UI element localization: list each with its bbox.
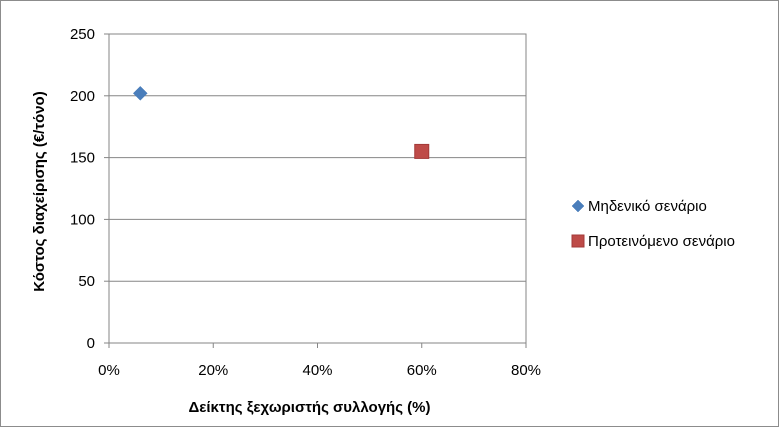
x-tick-label: 0% xyxy=(98,362,120,379)
y-tick-label: 150 xyxy=(70,150,95,167)
x-tick-label: 80% xyxy=(511,362,541,379)
y-tick-label: 0 xyxy=(87,335,95,352)
data-points xyxy=(132,85,430,159)
x-axis-ticks: 0% 20% 40% 60% 80% xyxy=(98,343,541,379)
legend-label: Προτεινόμενο σενάριο xyxy=(588,233,735,250)
y-axis-title: Κόστος διαχείρισης (€/τόνο) xyxy=(31,91,48,291)
x-axis-title: Δείκτης ξεχωριστής συλλογής (%) xyxy=(188,399,430,416)
legend-item: Προτεινόμενο σενάριο xyxy=(571,233,735,250)
diamond-marker-icon xyxy=(571,199,585,213)
y-tick-label: 200 xyxy=(70,88,95,105)
x-tick-label: 40% xyxy=(302,362,332,379)
legend-label: Μηδενικό σενάριο xyxy=(588,198,707,215)
gridlines xyxy=(109,33,526,344)
square-marker-icon xyxy=(571,234,585,248)
y-tick-label: 50 xyxy=(78,273,95,290)
data-point xyxy=(414,143,430,159)
y-axis-ticks: 0 50 100 150 200 250 xyxy=(70,26,109,352)
y-tick-label: 100 xyxy=(70,211,95,228)
plot-area xyxy=(108,33,527,344)
legend-item: Μηδενικό σενάριο xyxy=(571,198,707,215)
y-tick-label: 250 xyxy=(70,26,95,43)
legend: Μηδενικό σενάριο Προτεινόμενο σενάριο xyxy=(571,198,735,250)
data-point xyxy=(132,85,148,101)
x-tick-label: 20% xyxy=(198,362,228,379)
x-tick-label: 60% xyxy=(407,362,437,379)
